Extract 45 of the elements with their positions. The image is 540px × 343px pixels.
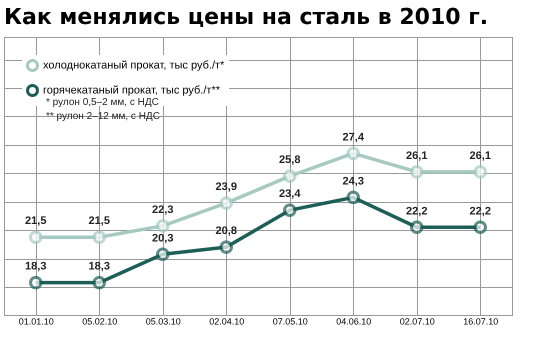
point bbox=[29, 230, 42, 244]
data-label: 24,3 bbox=[342, 175, 364, 188]
legend-label: горячекатаный прокат, тыс руб./т** bbox=[43, 84, 221, 96]
data-label: 27,4 bbox=[342, 131, 365, 144]
point bbox=[220, 196, 233, 210]
data-label: 26,1 bbox=[406, 150, 428, 162]
point bbox=[346, 146, 360, 160]
legend-label: холоднокатаный прокат, тыс руб./т* bbox=[43, 60, 226, 72]
point bbox=[346, 190, 360, 204]
point bbox=[220, 240, 233, 254]
x-tick-label: 05.03.10 bbox=[146, 316, 181, 326]
data-label: 18,3 bbox=[25, 260, 46, 273]
point bbox=[29, 276, 42, 290]
x-tick-label: 02.07.10 bbox=[400, 316, 435, 326]
data-label: 21,5 bbox=[25, 215, 46, 228]
data-label: 22,3 bbox=[152, 204, 174, 216]
point bbox=[474, 165, 487, 179]
x-tick-label: 01.01.10 bbox=[18, 316, 54, 326]
x-tick-label: 04.06.10 bbox=[336, 316, 372, 326]
point bbox=[156, 248, 170, 261]
data-label: 20,3 bbox=[152, 232, 174, 244]
point bbox=[410, 220, 424, 234]
point bbox=[156, 219, 170, 233]
point bbox=[410, 165, 424, 179]
point bbox=[92, 230, 106, 244]
chart-title: Как менялись цены на сталь в 2010 г. bbox=[4, 5, 488, 30]
data-label: 22,2 bbox=[406, 205, 428, 218]
point bbox=[283, 203, 296, 217]
data-label: 25,8 bbox=[279, 154, 300, 166]
x-tick-label: 16.07.10 bbox=[463, 316, 498, 326]
point bbox=[92, 276, 106, 290]
text: ** рулон 2–12 мм, с НДС bbox=[46, 110, 160, 124]
data-label: 22,2 bbox=[470, 205, 491, 218]
x-tick-label: 02.04.10 bbox=[209, 316, 244, 326]
data-label: 23,4 bbox=[279, 188, 302, 200]
data-label: 21,5 bbox=[88, 215, 110, 228]
point bbox=[283, 169, 296, 183]
x-tick-label: 05.02.10 bbox=[82, 316, 118, 326]
data-label: 18,3 bbox=[88, 260, 110, 273]
data-label: 20,8 bbox=[216, 225, 237, 238]
data-label: 23,9 bbox=[216, 181, 237, 194]
point bbox=[474, 220, 487, 234]
text: * рулон 0,5–2 мм, с НДС bbox=[46, 96, 160, 110]
data-label: 26,1 bbox=[470, 150, 491, 162]
x-tick-label: 07.05.10 bbox=[272, 316, 308, 326]
